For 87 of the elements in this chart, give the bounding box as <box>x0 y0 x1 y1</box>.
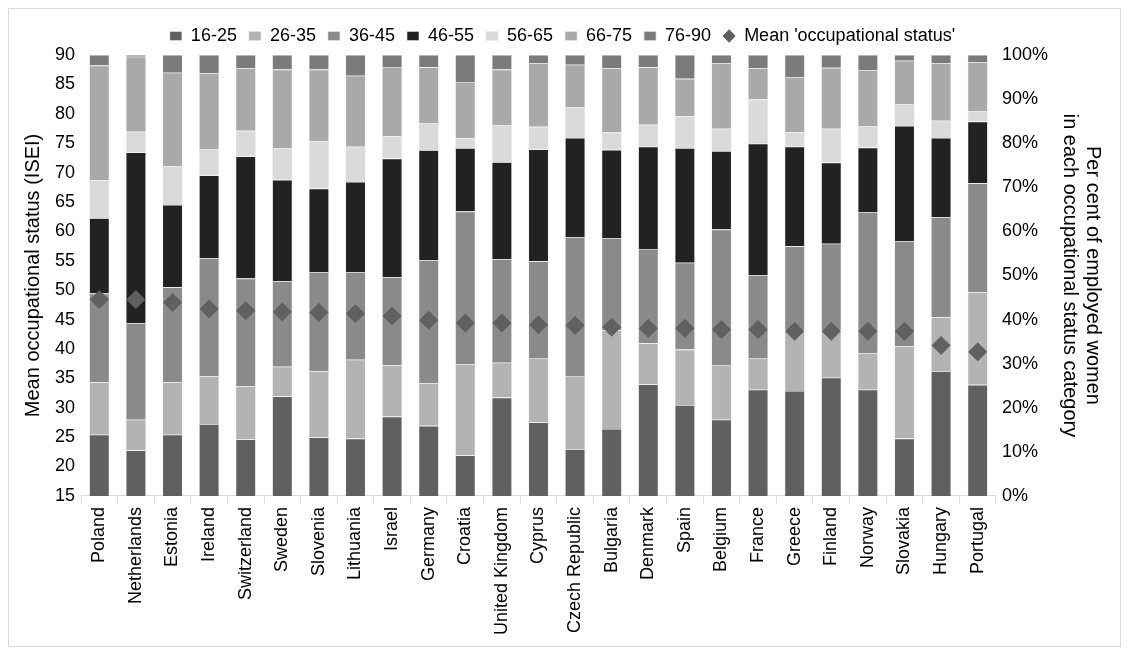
point <box>492 313 512 333</box>
point <box>163 293 183 313</box>
legend-label: Mean 'occupational status' <box>744 24 956 45</box>
y-tick-label: 55 <box>54 249 76 270</box>
x-tick-label: Spain <box>673 506 694 553</box>
y2-tick-label: 80% <box>1001 132 1038 153</box>
point <box>419 310 439 330</box>
x-tick-label: Slovakia <box>893 505 914 575</box>
x-tick-label: Hungary <box>930 506 951 575</box>
x-tick-label: Netherlands <box>124 506 145 604</box>
x-tick-label: Germany <box>417 506 438 581</box>
y2-tick-label: 60% <box>1001 220 1038 241</box>
legend-label: 76-90 <box>665 24 712 45</box>
y2-tick-label: 10% <box>1001 440 1038 461</box>
x-tick-label: Czech Republic <box>564 506 585 633</box>
x-tick-label: Cyprus <box>527 506 548 564</box>
point <box>346 304 365 324</box>
point <box>821 321 841 341</box>
x-tick-label: Slovenia <box>307 505 328 576</box>
y2-tick-label: 50% <box>1001 264 1038 285</box>
x-tick-label: Lithuania <box>344 505 365 580</box>
y-tick-label: 85 <box>54 73 76 94</box>
y-tick-label: 70 <box>54 161 76 182</box>
y-tick-label: 15 <box>54 484 76 505</box>
x-tick-label: Belgium <box>710 506 731 572</box>
point <box>89 290 109 310</box>
y2-axis-title: Per cent of employed women in each occupational status category <box>1059 113 1105 438</box>
x-tick-label: France <box>747 506 768 563</box>
y-tick-label: 30 <box>54 396 76 417</box>
y2-tick-label: 30% <box>1001 352 1038 373</box>
point <box>931 335 951 355</box>
y2-tick-label: 20% <box>1001 396 1038 417</box>
y2-tick-label: 40% <box>1001 308 1038 329</box>
x-tick-label: Estonia <box>161 505 182 567</box>
x-tick-label: Croatia <box>454 505 475 565</box>
legend-label: 56-65 <box>507 24 554 45</box>
legend-label: 26-35 <box>269 24 316 45</box>
point <box>236 301 256 321</box>
x-tick-label: Israel <box>381 506 402 551</box>
y-tick-label: 80 <box>54 102 76 123</box>
y2-tick-label: 70% <box>1001 176 1038 197</box>
y2-tick-label: 90% <box>1001 88 1038 109</box>
point <box>858 321 878 341</box>
x-tick-label: Sweden <box>271 506 292 572</box>
point <box>199 299 219 319</box>
legend-label: 46-55 <box>427 24 475 45</box>
x-tick-label: Denmark <box>637 505 658 580</box>
point <box>711 320 731 340</box>
legend-label: 66-75 <box>586 24 633 45</box>
x-tick-label: Norway <box>856 506 877 568</box>
y-tick-label: 65 <box>54 190 76 211</box>
y-tick-label: 35 <box>54 367 76 388</box>
point <box>894 321 914 341</box>
x-tick-label: United Kingdom <box>490 506 511 635</box>
point <box>968 342 988 362</box>
x-tick-label: Bulgaria <box>600 505 621 573</box>
point <box>455 313 475 333</box>
x-tick-label: Poland <box>88 506 109 563</box>
x-tick-label: Ireland <box>198 506 219 562</box>
x-tick-label: Greece <box>783 506 804 566</box>
x-tick-label: Finland <box>820 506 841 566</box>
legend-label: 36-45 <box>348 24 395 45</box>
y-tick-label: 75 <box>54 132 76 153</box>
point <box>309 303 329 322</box>
point <box>748 320 768 340</box>
point <box>272 302 292 322</box>
x-tick-label: Portugal <box>966 506 987 574</box>
point <box>382 306 402 326</box>
point <box>602 317 622 337</box>
x-tick-label: Switzerland <box>234 506 255 600</box>
y-tick-label: 25 <box>54 426 76 447</box>
point <box>126 290 146 310</box>
point <box>528 315 548 335</box>
y-tick-label: 45 <box>54 308 76 329</box>
y-tick-label: 90 <box>54 43 76 64</box>
y-tick-label: 60 <box>54 220 76 241</box>
y-axis-title: Mean occupational status (ISEI) <box>20 133 43 418</box>
point <box>638 318 658 338</box>
point <box>675 318 695 338</box>
legend-label: 16-25 <box>190 24 237 45</box>
y2-tick-label: 0% <box>1001 484 1028 505</box>
point <box>785 321 805 341</box>
y-tick-label: 20 <box>54 455 76 476</box>
y2-tick-label: 100% <box>1001 43 1049 64</box>
point <box>565 315 585 335</box>
y-tick-label: 40 <box>54 337 76 358</box>
y-tick-label: 50 <box>54 279 76 300</box>
